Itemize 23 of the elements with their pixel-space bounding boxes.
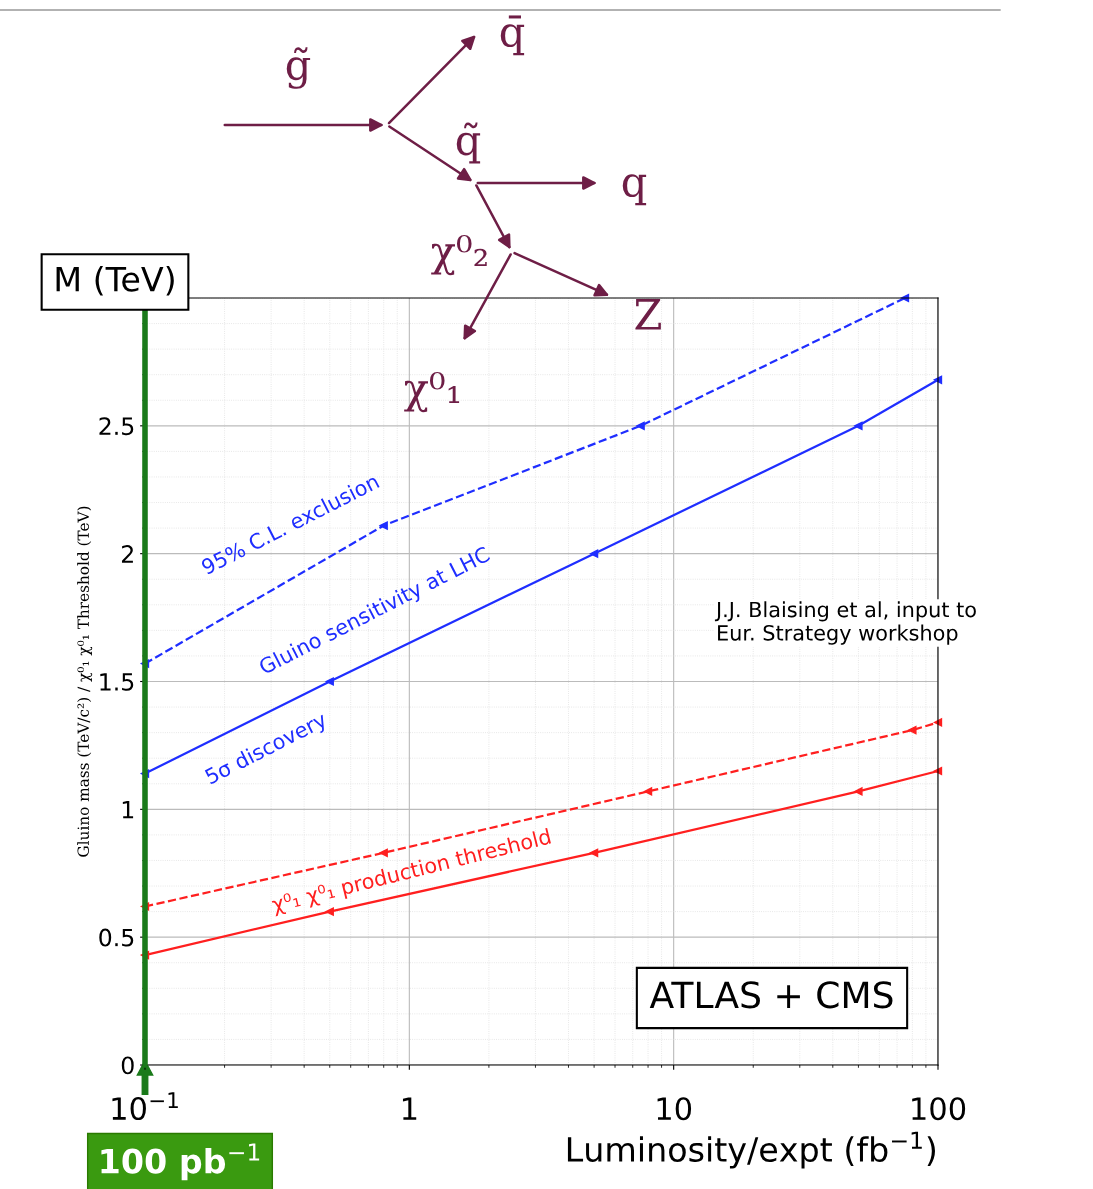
y-tick-label: 0.5 bbox=[99, 928, 134, 947]
y-tick-label: 1 bbox=[122, 801, 134, 819]
annotation: ATLAS + CMS bbox=[649, 981, 893, 1009]
y-tick-label: 1.5 bbox=[100, 673, 134, 691]
x-tick-label: 100 bbox=[912, 1097, 966, 1121]
annotation: χ⁰₁ bbox=[404, 371, 460, 413]
y-tick-label: 0 bbox=[121, 1056, 134, 1075]
y-tick-label: 2.5 bbox=[99, 417, 134, 436]
annotation: Z bbox=[635, 299, 661, 330]
y-tick-label: 2 bbox=[121, 545, 133, 563]
y-axis-title: Gluino mass (TeV/c²) / χ⁰₁ χ⁰₁ Threshold (TeV) bbox=[77, 506, 93, 857]
text: χ⁰₂ bbox=[431, 234, 487, 276]
text: M (TeV) bbox=[56, 265, 174, 296]
x-tick-label: 1 bbox=[402, 1097, 417, 1120]
x-tick-label: 10$^{−1}$ bbox=[112, 1092, 178, 1121]
ref-line-label: 100 pb$^{−1}$ bbox=[101, 1143, 260, 1181]
text: g̃ bbox=[286, 47, 311, 89]
text: q bbox=[622, 174, 647, 206]
text: q̄ bbox=[500, 15, 525, 56]
annotation: J.J. Blaising et al, input to Eur. Strategy workshop bbox=[714, 601, 976, 645]
text: q̃ bbox=[456, 122, 481, 164]
x-tick-label: 10 bbox=[657, 1097, 692, 1121]
x-axis-title: Luminosity/expt (fb$^{−1}$) bbox=[567, 1131, 935, 1169]
